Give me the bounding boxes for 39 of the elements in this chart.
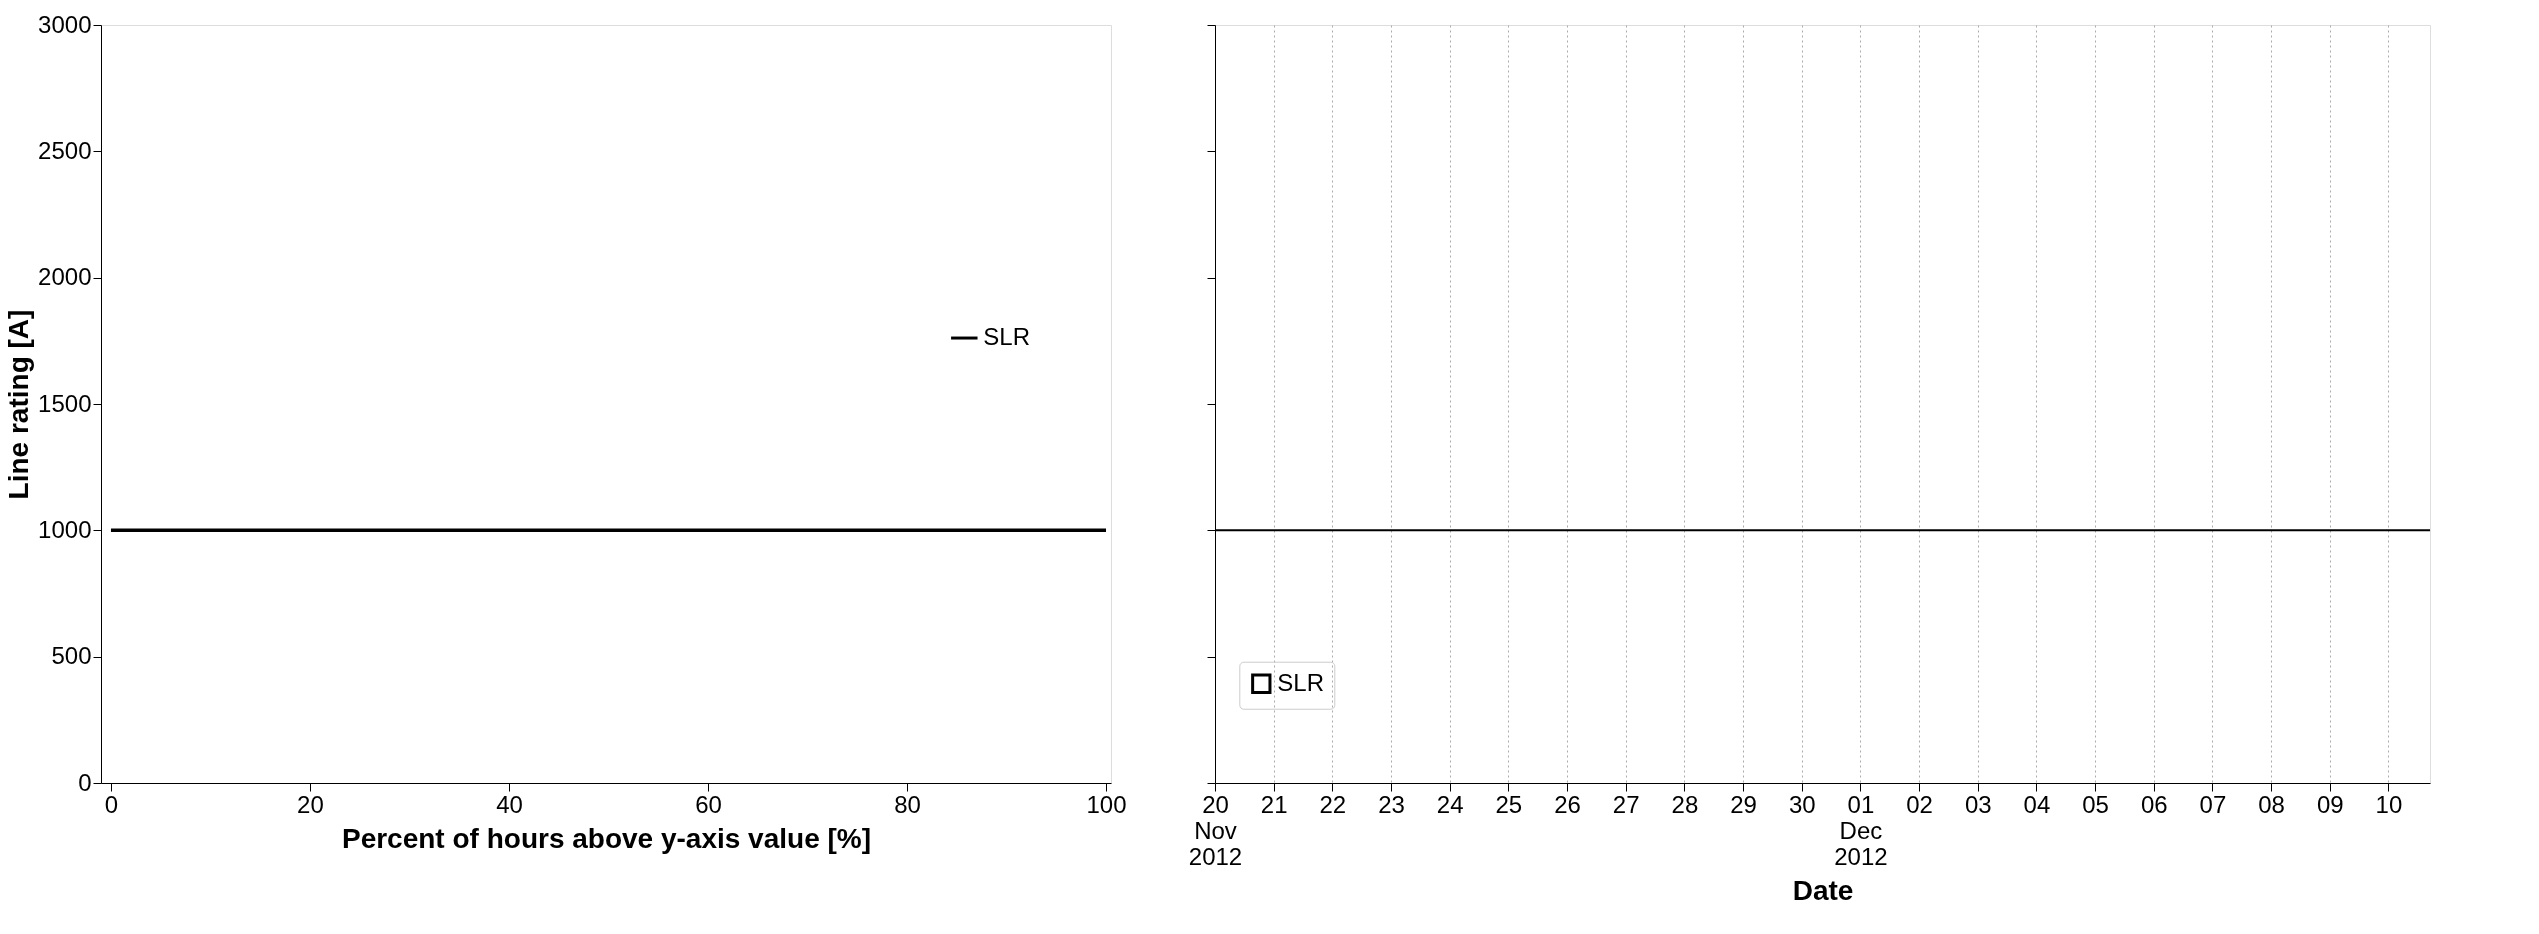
x-tick-label: 23 <box>1378 790 1405 818</box>
x-axis-title: Percent of hours above y-axis value [%] <box>341 822 872 854</box>
y-tick-label: 2000 <box>38 263 92 291</box>
x-tick-label: 04 <box>2023 790 2051 818</box>
y-tick-label: 2500 <box>38 136 92 164</box>
x-tick-label: 22 <box>1319 790 1347 818</box>
x-tick-label: 100 <box>1086 790 1127 818</box>
x-tick-label: 24 <box>1436 790 1464 818</box>
x-tick-label: 80 <box>894 790 921 818</box>
x-tick-label: 21 <box>1260 790 1288 818</box>
x-tick-label: 40 <box>496 790 523 818</box>
legend-label: SLR <box>1277 668 1324 696</box>
x-tick-label: 20 <box>297 790 324 818</box>
x-tick-label: 27 <box>1612 790 1640 818</box>
x-tick-label: 25 <box>1495 790 1523 818</box>
x-tick-label: 01 Dec 2012 <box>1834 790 1888 870</box>
x-tick-label: 10 <box>2375 790 2403 818</box>
x-tick-label: 09 <box>2316 790 2344 818</box>
y-tick-label: 0 <box>78 768 92 796</box>
x-tick-label: 06 <box>2140 790 2168 818</box>
y-tick-label: 500 <box>51 642 92 670</box>
x-tick-label: 60 <box>695 790 722 818</box>
x-tick-label: 05 <box>2082 790 2109 818</box>
x-tick-label: 28 <box>1671 790 1699 818</box>
y-tick-label: 1500 <box>38 389 92 417</box>
x-tick-label: 02 <box>1906 790 1933 818</box>
x-axis-title: Date <box>1792 874 1854 906</box>
x-tick-label: 0 <box>104 790 119 818</box>
y-tick-label: 1000 <box>38 515 92 543</box>
x-tick-label: 08 <box>2258 790 2285 818</box>
y-axis-title: Line rating [A] <box>3 309 35 500</box>
y-tick-label: 3000 <box>38 10 92 38</box>
x-tick-label: 07 <box>2199 790 2227 818</box>
x-tick-label: 30 <box>1788 790 1816 818</box>
x-tick-label: 20 Nov 2012 <box>1188 790 1243 870</box>
legend-label: SLR <box>983 323 1030 351</box>
x-tick-label: 29 <box>1730 790 1757 818</box>
x-tick-label: 03 <box>1964 790 1992 818</box>
x-tick-label: 26 <box>1554 790 1581 818</box>
